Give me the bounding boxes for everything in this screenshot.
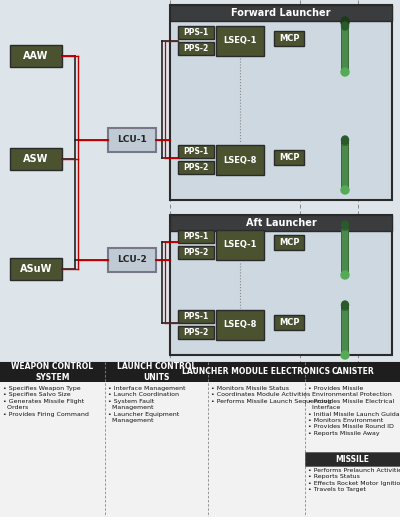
Bar — [342, 28, 348, 70]
Text: PPS-2: PPS-2 — [183, 248, 209, 257]
Bar — [341, 305, 349, 355]
Ellipse shape — [342, 301, 348, 309]
Ellipse shape — [341, 17, 349, 27]
Text: LAUNCH CONTROL
UNITS: LAUNCH CONTROL UNITS — [117, 362, 196, 382]
Bar — [170, 215, 392, 355]
Text: MCP: MCP — [279, 34, 299, 43]
Text: • Specifies Weapon Type
• Specifies Salvo Size
• Generates Missile Flight
  Orde: • Specifies Weapon Type • Specifies Salv… — [3, 386, 89, 417]
Text: WEAPON CONTROL
SYSTEM: WEAPON CONTROL SYSTEM — [12, 362, 94, 382]
Bar — [108, 248, 156, 272]
Text: MCP: MCP — [279, 318, 299, 327]
Text: Forward Launcher: Forward Launcher — [231, 8, 331, 18]
Bar — [108, 128, 156, 152]
Text: • Provides Missile
  Environmental Protection
• Provides Missile Electrical
  In: • Provides Missile Environmental Protect… — [308, 386, 400, 436]
Bar — [342, 231, 348, 273]
Text: LCU-1: LCU-1 — [117, 135, 147, 144]
Ellipse shape — [341, 351, 349, 359]
Ellipse shape — [341, 186, 349, 194]
Text: LAUNCHER MODULE ELECTRONICS: LAUNCHER MODULE ELECTRONICS — [182, 368, 330, 376]
Bar — [178, 310, 214, 323]
Bar — [342, 146, 348, 188]
Bar — [178, 42, 214, 55]
Bar — [341, 309, 349, 355]
Bar — [305, 452, 400, 466]
Bar — [178, 26, 214, 39]
Text: • Monitors Missile Status
• Coordinates Module Activities
• Performs Missile Lau: • Monitors Missile Status • Coordinates … — [211, 386, 331, 404]
Text: MISSILE: MISSILE — [336, 454, 370, 464]
Text: PPS-1: PPS-1 — [183, 147, 209, 156]
Bar — [216, 145, 264, 175]
Ellipse shape — [341, 68, 349, 76]
Text: MCP: MCP — [279, 238, 299, 247]
Text: LCU-2: LCU-2 — [117, 255, 147, 265]
Text: LSEQ-8: LSEQ-8 — [223, 156, 257, 164]
Bar — [0, 362, 400, 382]
Bar — [178, 161, 214, 174]
Text: • Performs Prelaunch Activities
• Reports Status
• Effects Rocket Motor Ignition: • Performs Prelaunch Activities • Report… — [308, 468, 400, 492]
Bar — [170, 5, 392, 200]
Text: • Interface Management
• Launch Coordination
• System Fault
  Management
• Launc: • Interface Management • Launch Coordina… — [108, 386, 186, 423]
Ellipse shape — [342, 136, 348, 144]
Text: CANISTER: CANISTER — [331, 368, 374, 376]
Text: LSEQ-8: LSEQ-8 — [223, 321, 257, 329]
Text: PPS-2: PPS-2 — [183, 163, 209, 172]
Bar — [0, 382, 400, 517]
Bar — [341, 140, 349, 190]
Bar — [274, 31, 304, 46]
Ellipse shape — [342, 22, 348, 30]
Bar — [178, 246, 214, 259]
Bar — [178, 230, 214, 243]
Bar — [170, 5, 392, 21]
Bar — [216, 230, 264, 260]
Bar — [178, 145, 214, 158]
Bar — [178, 326, 214, 339]
Text: AAW: AAW — [23, 51, 49, 61]
Bar — [341, 225, 349, 275]
Bar — [342, 311, 348, 353]
Text: ASuW: ASuW — [20, 264, 52, 274]
Bar — [274, 315, 304, 330]
Text: MCP: MCP — [279, 153, 299, 162]
Bar — [216, 310, 264, 340]
Bar — [341, 26, 349, 72]
Text: PPS-1: PPS-1 — [183, 232, 209, 241]
Bar — [274, 150, 304, 165]
Bar — [170, 215, 392, 231]
Bar — [274, 235, 304, 250]
Bar — [341, 22, 349, 72]
Bar — [341, 229, 349, 275]
Text: Aft Launcher: Aft Launcher — [246, 218, 316, 228]
Bar — [10, 148, 62, 170]
Text: PPS-1: PPS-1 — [183, 312, 209, 321]
Text: PPS-2: PPS-2 — [183, 44, 209, 53]
Text: LSEQ-1: LSEQ-1 — [223, 37, 257, 45]
Bar — [216, 26, 264, 56]
Text: LSEQ-1: LSEQ-1 — [223, 240, 257, 250]
Text: PPS-1: PPS-1 — [183, 28, 209, 37]
Bar — [10, 45, 62, 67]
Bar — [341, 144, 349, 190]
Text: PPS-2: PPS-2 — [183, 328, 209, 337]
Bar — [10, 258, 62, 280]
Text: ASW: ASW — [23, 154, 49, 164]
Ellipse shape — [342, 221, 348, 229]
Ellipse shape — [341, 271, 349, 279]
